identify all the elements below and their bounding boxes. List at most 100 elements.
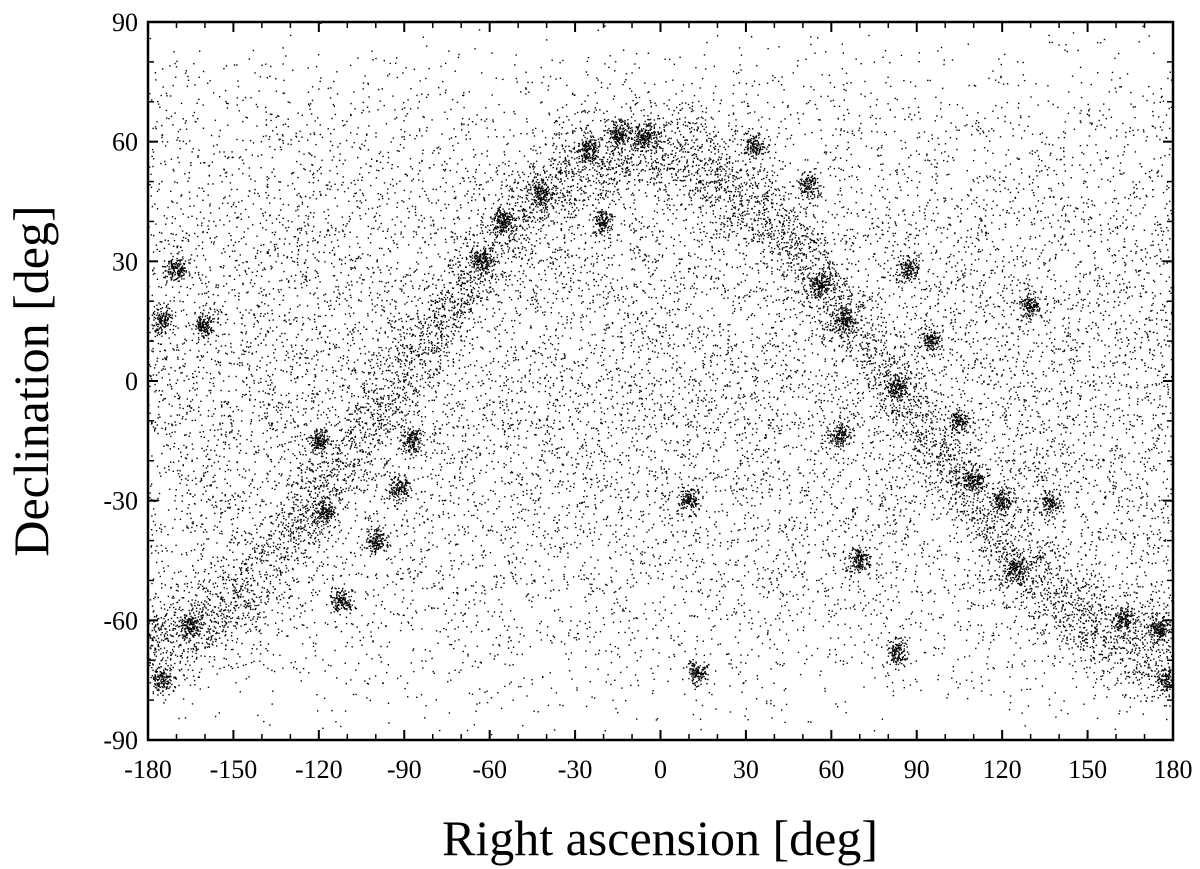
data-point	[882, 585, 884, 587]
data-point	[962, 390, 964, 392]
data-point	[229, 255, 231, 258]
data-point	[267, 331, 270, 334]
data-point	[490, 489, 492, 492]
data-point	[798, 359, 800, 362]
data-point	[710, 278, 712, 280]
data-point	[256, 365, 258, 367]
data-point	[990, 379, 992, 382]
data-point	[1162, 191, 1165, 194]
data-point	[906, 316, 908, 318]
data-point	[906, 181, 908, 183]
data-point	[949, 217, 951, 219]
data-point	[1036, 175, 1038, 177]
data-point	[851, 462, 853, 464]
data-point	[302, 324, 304, 326]
data-point	[558, 116, 561, 119]
data-point	[819, 406, 821, 408]
data-point	[335, 227, 337, 230]
data-point	[382, 378, 385, 380]
data-point	[735, 497, 737, 499]
data-point	[786, 289, 788, 292]
data-point	[412, 628, 414, 631]
data-point	[824, 337, 826, 339]
data-point	[154, 421, 157, 423]
data-point	[1157, 665, 1159, 667]
data-point	[417, 318, 420, 320]
data-point	[697, 590, 699, 592]
data-point	[354, 327, 356, 329]
data-point	[1066, 391, 1068, 393]
data-point	[688, 458, 690, 460]
data-point	[1055, 173, 1058, 176]
data-point	[468, 427, 470, 429]
data-point	[932, 212, 935, 215]
data-point	[1167, 505, 1169, 508]
data-point	[943, 647, 945, 649]
data-point	[664, 517, 666, 519]
data-point	[502, 276, 504, 278]
data-point	[999, 359, 1001, 361]
data-point	[799, 243, 802, 245]
data-point	[1168, 612, 1170, 614]
data-point	[756, 487, 759, 489]
data-point	[1134, 332, 1136, 334]
data-point	[1130, 205, 1132, 207]
data-point	[458, 671, 460, 673]
data-point	[611, 157, 613, 160]
data-point	[325, 194, 327, 196]
data-point	[238, 168, 240, 170]
data-point	[780, 84, 783, 86]
data-point	[558, 519, 560, 521]
data-point	[876, 306, 878, 309]
data-point	[1059, 409, 1062, 411]
data-point	[458, 380, 461, 382]
data-point	[1055, 348, 1057, 350]
data-point	[693, 296, 695, 298]
data-point	[654, 269, 656, 272]
data-point	[351, 333, 353, 335]
data-point	[1012, 200, 1014, 202]
data-point	[220, 559, 223, 562]
data-point	[962, 476, 965, 478]
data-point	[767, 519, 769, 521]
data-point	[966, 124, 968, 126]
data-point	[245, 116, 247, 118]
data-point	[892, 403, 894, 405]
data-point	[1003, 551, 1005, 553]
data-point	[785, 344, 788, 346]
data-point	[1089, 359, 1091, 361]
data-point	[1118, 500, 1120, 502]
data-point	[214, 564, 216, 567]
data-point	[934, 405, 936, 407]
data-point	[225, 313, 228, 316]
data-point	[426, 330, 429, 332]
data-point	[699, 131, 702, 133]
data-point	[1152, 642, 1154, 644]
data-point	[255, 257, 257, 259]
data-point	[963, 300, 965, 302]
data-point	[481, 347, 483, 349]
data-point	[1090, 609, 1092, 611]
data-point	[840, 608, 842, 610]
data-point	[714, 477, 716, 479]
data-point	[820, 462, 822, 465]
data-point	[485, 417, 488, 419]
data-point	[945, 366, 947, 368]
data-point	[1089, 216, 1091, 218]
data-point	[425, 194, 427, 196]
data-point	[1058, 301, 1060, 303]
data-point	[676, 355, 678, 357]
data-point	[885, 366, 887, 368]
data-point	[768, 245, 770, 247]
data-point	[614, 141, 616, 143]
data-point	[1133, 191, 1136, 193]
data-point	[522, 508, 524, 511]
data-point	[376, 355, 378, 357]
data-point	[453, 647, 455, 650]
data-point	[1004, 433, 1006, 436]
data-point	[339, 531, 341, 533]
data-point	[994, 579, 996, 581]
data-point	[843, 562, 846, 565]
data-point	[1146, 534, 1148, 536]
data-point	[222, 305, 224, 307]
